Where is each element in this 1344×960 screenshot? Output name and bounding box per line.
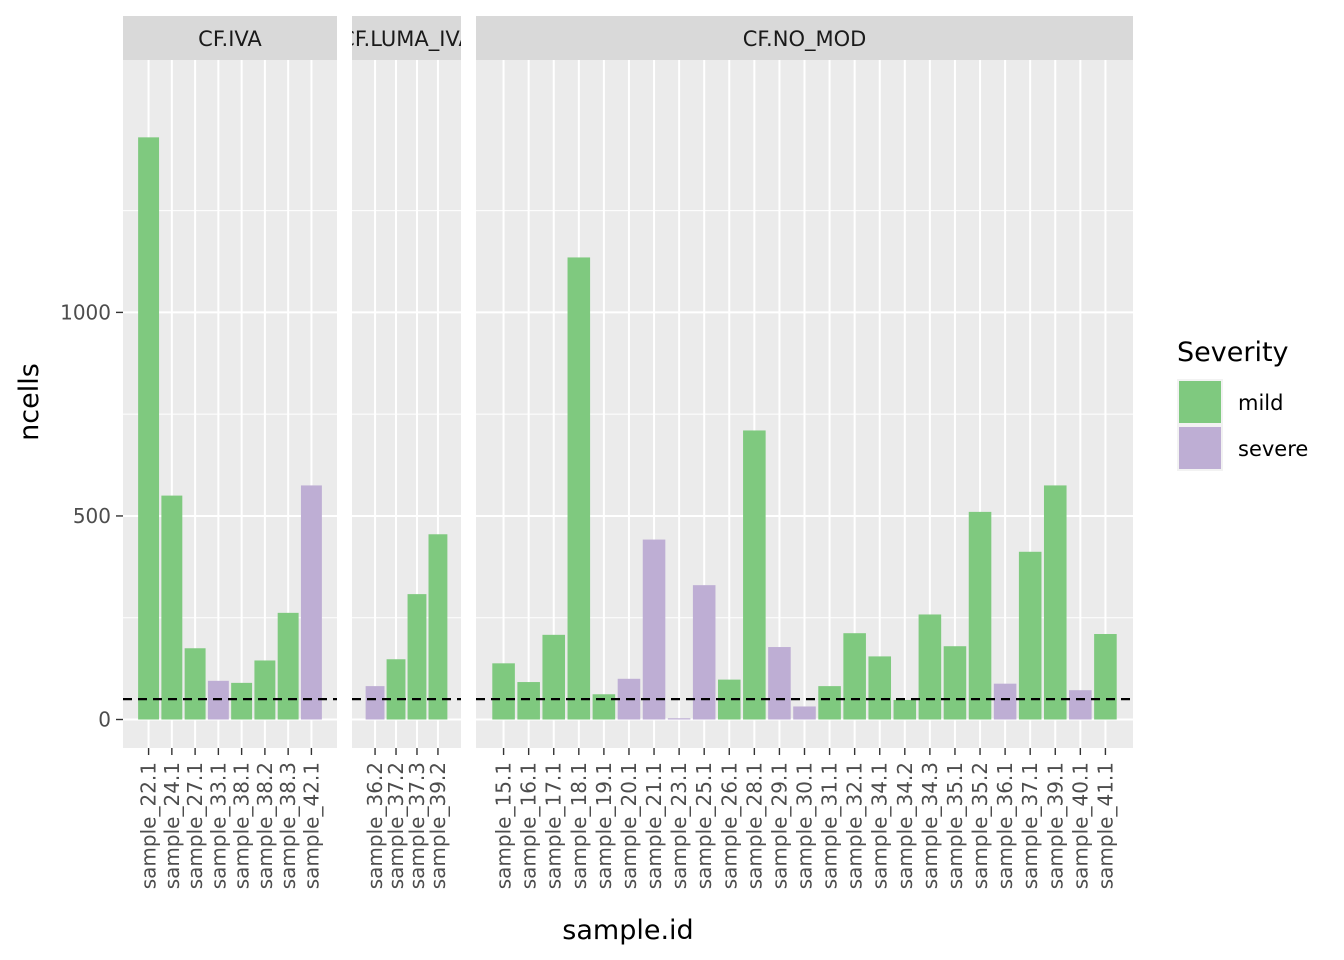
x-tick-label: sample_16.1 [517, 762, 541, 889]
bar-sample-24-1 [161, 495, 183, 720]
y-tick-label: 500 [73, 504, 111, 528]
bar-sample-30-1 [793, 706, 816, 720]
bar-sample-40-1 [1069, 690, 1092, 720]
x-axis-title: sample.id [562, 915, 693, 946]
x-tick-label: sample_31.1 [818, 762, 842, 889]
x-tick-label: sample_41.1 [1093, 762, 1117, 889]
bar-sample-35-2 [968, 511, 992, 720]
x-tick-label: sample_30.1 [793, 762, 817, 889]
y-axis: 0 500 1000 [60, 300, 123, 732]
x-tick-label: sample_36.1 [993, 762, 1017, 889]
bar-sample-35-1 [943, 646, 967, 720]
bar-sample-18-1 [567, 257, 591, 720]
bar-sample-38-3 [277, 612, 299, 720]
x-tick-label: sample_38.2 [253, 762, 277, 889]
x-tick-label: sample_19.1 [592, 762, 616, 889]
x-tick-label: sample_34.2 [893, 762, 917, 889]
bar-sample-34-1 [868, 656, 892, 720]
x-tick-label: sample_15.1 [492, 762, 516, 889]
x-tick-label: sample_35.1 [943, 762, 967, 889]
bar-sample-21-1 [642, 539, 666, 720]
x-tick-label: sample_32.1 [843, 762, 867, 889]
y-tick-label: 0 [98, 708, 111, 732]
x-tick-label: sample_25.1 [692, 762, 716, 889]
bar-sample-34-3 [918, 614, 942, 720]
x-tick-label: sample_36.2 [363, 762, 387, 889]
bar-sample-34-2 [893, 699, 917, 720]
y-axis-title: ncells [14, 363, 45, 441]
x-tick-label: sample_27.1 [183, 762, 207, 889]
bar-sample-17-1 [542, 634, 566, 720]
x-tick-label: sample_22.1 [137, 762, 161, 889]
bar-sample-38-1 [231, 682, 253, 720]
legend: Severity mild severe [1177, 337, 1308, 471]
facet-panel: CF.NO_MOD sample_15.1 sample_16.1 sample_17… [476, 16, 1133, 889]
bar-sample-41-1 [1094, 634, 1117, 720]
x-tick-label: sample_18.1 [567, 762, 591, 889]
bar-sample-42-1 [300, 485, 322, 720]
bar-sample-39-1 [1043, 485, 1067, 720]
bar-sample-22-1 [138, 137, 160, 720]
bar-sample-26-1 [717, 679, 741, 720]
bar-sample-37-2 [386, 659, 406, 720]
bar-sample-15-1 [492, 663, 515, 720]
x-tick-label: sample_34.3 [918, 762, 942, 889]
x-tick-label: sample_28.1 [742, 762, 766, 889]
bar-sample-27-1 [184, 648, 206, 720]
facet-strip [476, 16, 1133, 60]
x-tick-label: sample_35.2 [968, 762, 992, 889]
x-tick-label: sample_34.1 [868, 762, 892, 889]
x-tick-label: sample_39.1 [1043, 762, 1067, 889]
bar-sample-36-2 [365, 686, 385, 720]
x-tick-label: sample_20.1 [617, 762, 641, 889]
legend-swatch-severe [1179, 427, 1221, 469]
bar-sample-28-1 [743, 430, 766, 720]
bar-sample-23-1 [667, 718, 691, 720]
x-tick-label: sample_38.3 [276, 762, 300, 889]
y-tick-label: 1000 [60, 300, 111, 324]
facet-strip-label: CF.LUMA_IVA [340, 27, 473, 52]
bar-sample-31-1 [818, 686, 841, 720]
x-tick-label: sample_17.1 [542, 762, 566, 889]
bar-sample-39-2 [428, 534, 448, 720]
x-tick-label: sample_37.2 [384, 762, 408, 889]
x-tick-label: sample_26.1 [717, 762, 741, 889]
facet-panel: CF.LUMA_IVAsample_36.2sample_37.2sample_… [340, 16, 473, 889]
bar-sample-25-1 [692, 585, 716, 720]
x-tick-label: sample_24.1 [160, 762, 184, 889]
x-tick-label: sample_42.1 [299, 762, 323, 889]
facet-strip [352, 16, 461, 60]
bar-sample-36-1 [993, 683, 1017, 720]
x-tick-label: sample_37.3 [405, 762, 429, 889]
legend-label-mild: mild [1238, 391, 1283, 415]
facet-strip-label: CF.NO_MOD [743, 27, 867, 52]
x-tick-label: sample_33.1 [206, 762, 230, 889]
x-tick-label: sample_29.1 [767, 762, 791, 889]
x-tick-label: sample_37.1 [1018, 762, 1042, 889]
bar-sample-19-1 [592, 694, 616, 720]
bar-sample-32-1 [843, 633, 866, 720]
x-tick-label: sample_23.1 [667, 762, 691, 889]
legend-title: Severity [1177, 337, 1289, 368]
x-tick-label: sample_40.1 [1068, 762, 1092, 889]
facet-strip-label: CF.IVA [198, 27, 262, 51]
x-tick-label: sample_38.1 [230, 762, 254, 889]
bar-sample-16-1 [517, 682, 540, 720]
legend-swatch-mild [1179, 381, 1221, 423]
bar-sample-29-1 [768, 647, 791, 720]
bar-sample-37-3 [407, 594, 427, 720]
legend-label-severe: severe [1238, 437, 1308, 461]
facet-strip [123, 16, 337, 60]
bar-sample-38-2 [254, 660, 276, 720]
bar-sample-37-1 [1018, 551, 1042, 720]
x-tick-label: sample_21.1 [642, 762, 666, 889]
x-tick-label: sample_39.2 [426, 762, 450, 889]
